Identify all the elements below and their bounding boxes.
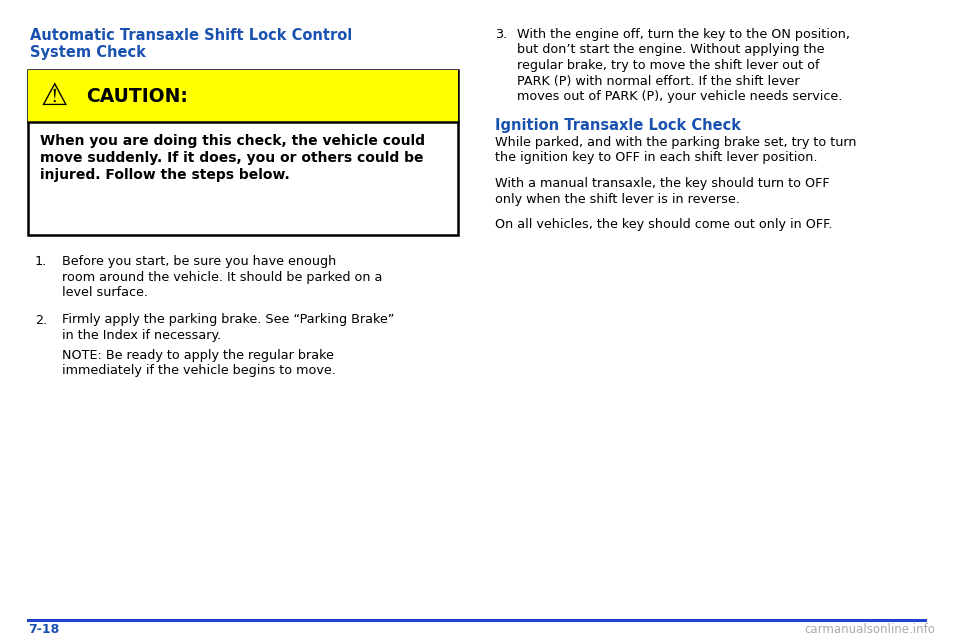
Text: 3.: 3. (495, 28, 507, 41)
Text: the ignition key to OFF in each shift lever position.: the ignition key to OFF in each shift le… (495, 152, 818, 164)
Text: With a manual transaxle, the key should turn to OFF: With a manual transaxle, the key should … (495, 177, 829, 190)
Text: but don’t start the engine. Without applying the: but don’t start the engine. Without appl… (517, 44, 825, 56)
Bar (28, 70, 458, 235)
Text: Before you start, be sure you have enough: Before you start, be sure you have enoug… (62, 255, 336, 268)
Text: When you are doing this check, the vehicle could: When you are doing this check, the vehic… (40, 134, 425, 148)
Text: Ignition Transaxle Lock Check: Ignition Transaxle Lock Check (495, 118, 741, 133)
Text: CAUTION:: CAUTION: (86, 86, 188, 106)
Text: 2.: 2. (35, 314, 47, 326)
Text: NOTE: Be ready to apply the regular brake: NOTE: Be ready to apply the regular brak… (62, 349, 334, 362)
Text: injured. Follow the steps below.: injured. Follow the steps below. (40, 168, 290, 182)
Text: ⚠: ⚠ (40, 81, 68, 111)
Text: Firmly apply the parking brake. See “Parking Brake”: Firmly apply the parking brake. See “Par… (62, 314, 395, 326)
Text: carmanualsonline.info: carmanualsonline.info (804, 623, 935, 636)
Text: move suddenly. If it does, you or others could be: move suddenly. If it does, you or others… (40, 151, 423, 165)
Text: With the engine off, turn the key to the ON position,: With the engine off, turn the key to the… (517, 28, 850, 41)
Text: While parked, and with the parking brake set, try to turn: While parked, and with the parking brake… (495, 136, 856, 149)
Text: moves out of PARK (P), your vehicle needs service.: moves out of PARK (P), your vehicle need… (517, 90, 842, 103)
Text: only when the shift lever is in reverse.: only when the shift lever is in reverse. (495, 193, 740, 205)
Text: 1.: 1. (35, 255, 47, 268)
Text: On all vehicles, the key should come out only in OFF.: On all vehicles, the key should come out… (495, 218, 832, 231)
Text: Automatic Transaxle Shift Lock Control: Automatic Transaxle Shift Lock Control (30, 28, 352, 43)
Text: PARK (P) with normal effort. If the shift lever: PARK (P) with normal effort. If the shif… (517, 74, 800, 88)
Bar (28, 70, 458, 122)
Text: immediately if the vehicle begins to move.: immediately if the vehicle begins to mov… (62, 364, 336, 377)
Text: room around the vehicle. It should be parked on a: room around the vehicle. It should be pa… (62, 271, 382, 284)
Text: System Check: System Check (30, 45, 146, 60)
Text: regular brake, try to move the shift lever out of: regular brake, try to move the shift lev… (517, 59, 820, 72)
Text: 7-18: 7-18 (28, 623, 60, 636)
Text: level surface.: level surface. (62, 286, 148, 299)
Text: in the Index if necessary.: in the Index if necessary. (62, 329, 221, 342)
